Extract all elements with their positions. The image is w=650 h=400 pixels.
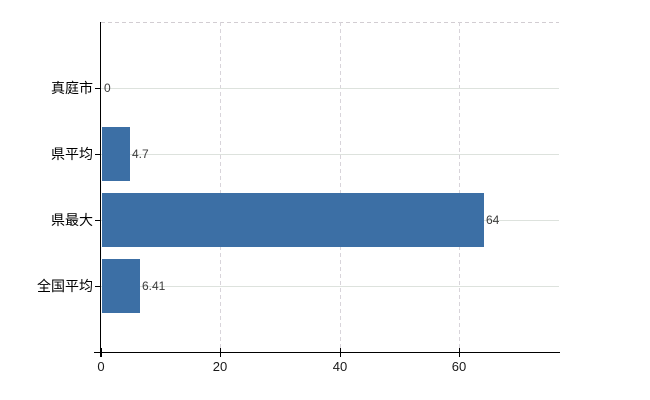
x-axis-tick: [220, 348, 221, 357]
category-tick: [95, 286, 101, 287]
category-tick: [95, 154, 101, 155]
horizontal-gridline: [101, 88, 559, 89]
category-tick: [95, 88, 101, 89]
category-tick: [95, 220, 101, 221]
category-label: 県最大: [51, 212, 93, 228]
category-label: 真庭市: [51, 80, 93, 96]
category-label: 県平均: [51, 146, 93, 162]
x-axis-tick-label: 40: [332, 359, 348, 374]
horizontal-gridline: [101, 286, 559, 287]
vertical-gridline: [220, 22, 221, 352]
horizontal-gridline: [101, 154, 559, 155]
x-axis-tick: [459, 348, 460, 357]
bar-value-label: 4.7: [132, 147, 149, 161]
bar-value-label: 0: [104, 81, 111, 95]
bar-全国平均: [102, 259, 140, 313]
x-axis-tick-label: 60: [451, 359, 467, 374]
plot-top-border: [101, 22, 559, 23]
x-axis-tick: [101, 348, 102, 357]
bar-value-label: 6.41: [142, 279, 166, 293]
category-label: 全国平均: [37, 278, 93, 294]
bar-県平均: [102, 127, 130, 181]
x-axis-tick-label: 20: [212, 359, 228, 374]
x-axis-tick: [340, 348, 341, 357]
bar-県最大: [102, 193, 484, 247]
bar-value-label: 64: [486, 213, 500, 227]
x-axis: [94, 352, 560, 353]
vertical-gridline: [459, 22, 460, 352]
vertical-gridline: [340, 22, 341, 352]
x-axis-tick-label: 0: [97, 359, 105, 374]
y-axis: [100, 22, 101, 357]
